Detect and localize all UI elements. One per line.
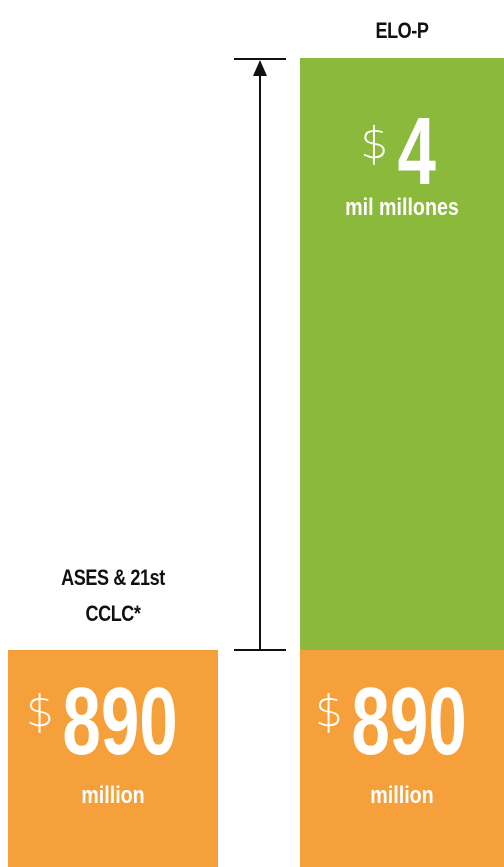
bar-ases-cclc-890-million: $890 million — [8, 650, 218, 867]
amount-value-green: 4 — [397, 98, 437, 205]
amount-unit-right: million — [370, 782, 434, 809]
category-label-ases-line1: ASES & 21st — [61, 565, 165, 590]
bar-elo-p-4-billion: $4 mil millones — [300, 58, 504, 650]
category-label-elo-p: ELO-P — [375, 18, 429, 43]
bar-elo-p-amount: $4 — [300, 102, 504, 202]
dollar-symbol-green: $ — [360, 118, 389, 169]
amount-unit-green: mil millones — [345, 194, 459, 221]
amount-value-left: 890 — [62, 668, 178, 775]
bar-elo-p-base-890-million: $890 million — [300, 650, 504, 867]
amount-value-right: 890 — [351, 668, 467, 775]
category-label-ases-line2: CCLC* — [85, 601, 141, 626]
dollar-symbol-left: $ — [25, 686, 54, 737]
up-arrow-icon — [234, 58, 286, 651]
category-label-ases-cclc: ASES & 21st CCLC* — [27, 560, 199, 632]
dollar-symbol-right: $ — [314, 686, 343, 737]
amount-unit-left: million — [81, 782, 145, 809]
bar-ases-cclc-amount: $890 — [8, 672, 218, 772]
arrow-head — [253, 60, 267, 76]
bar-elo-p-base-amount: $890 — [300, 672, 504, 772]
